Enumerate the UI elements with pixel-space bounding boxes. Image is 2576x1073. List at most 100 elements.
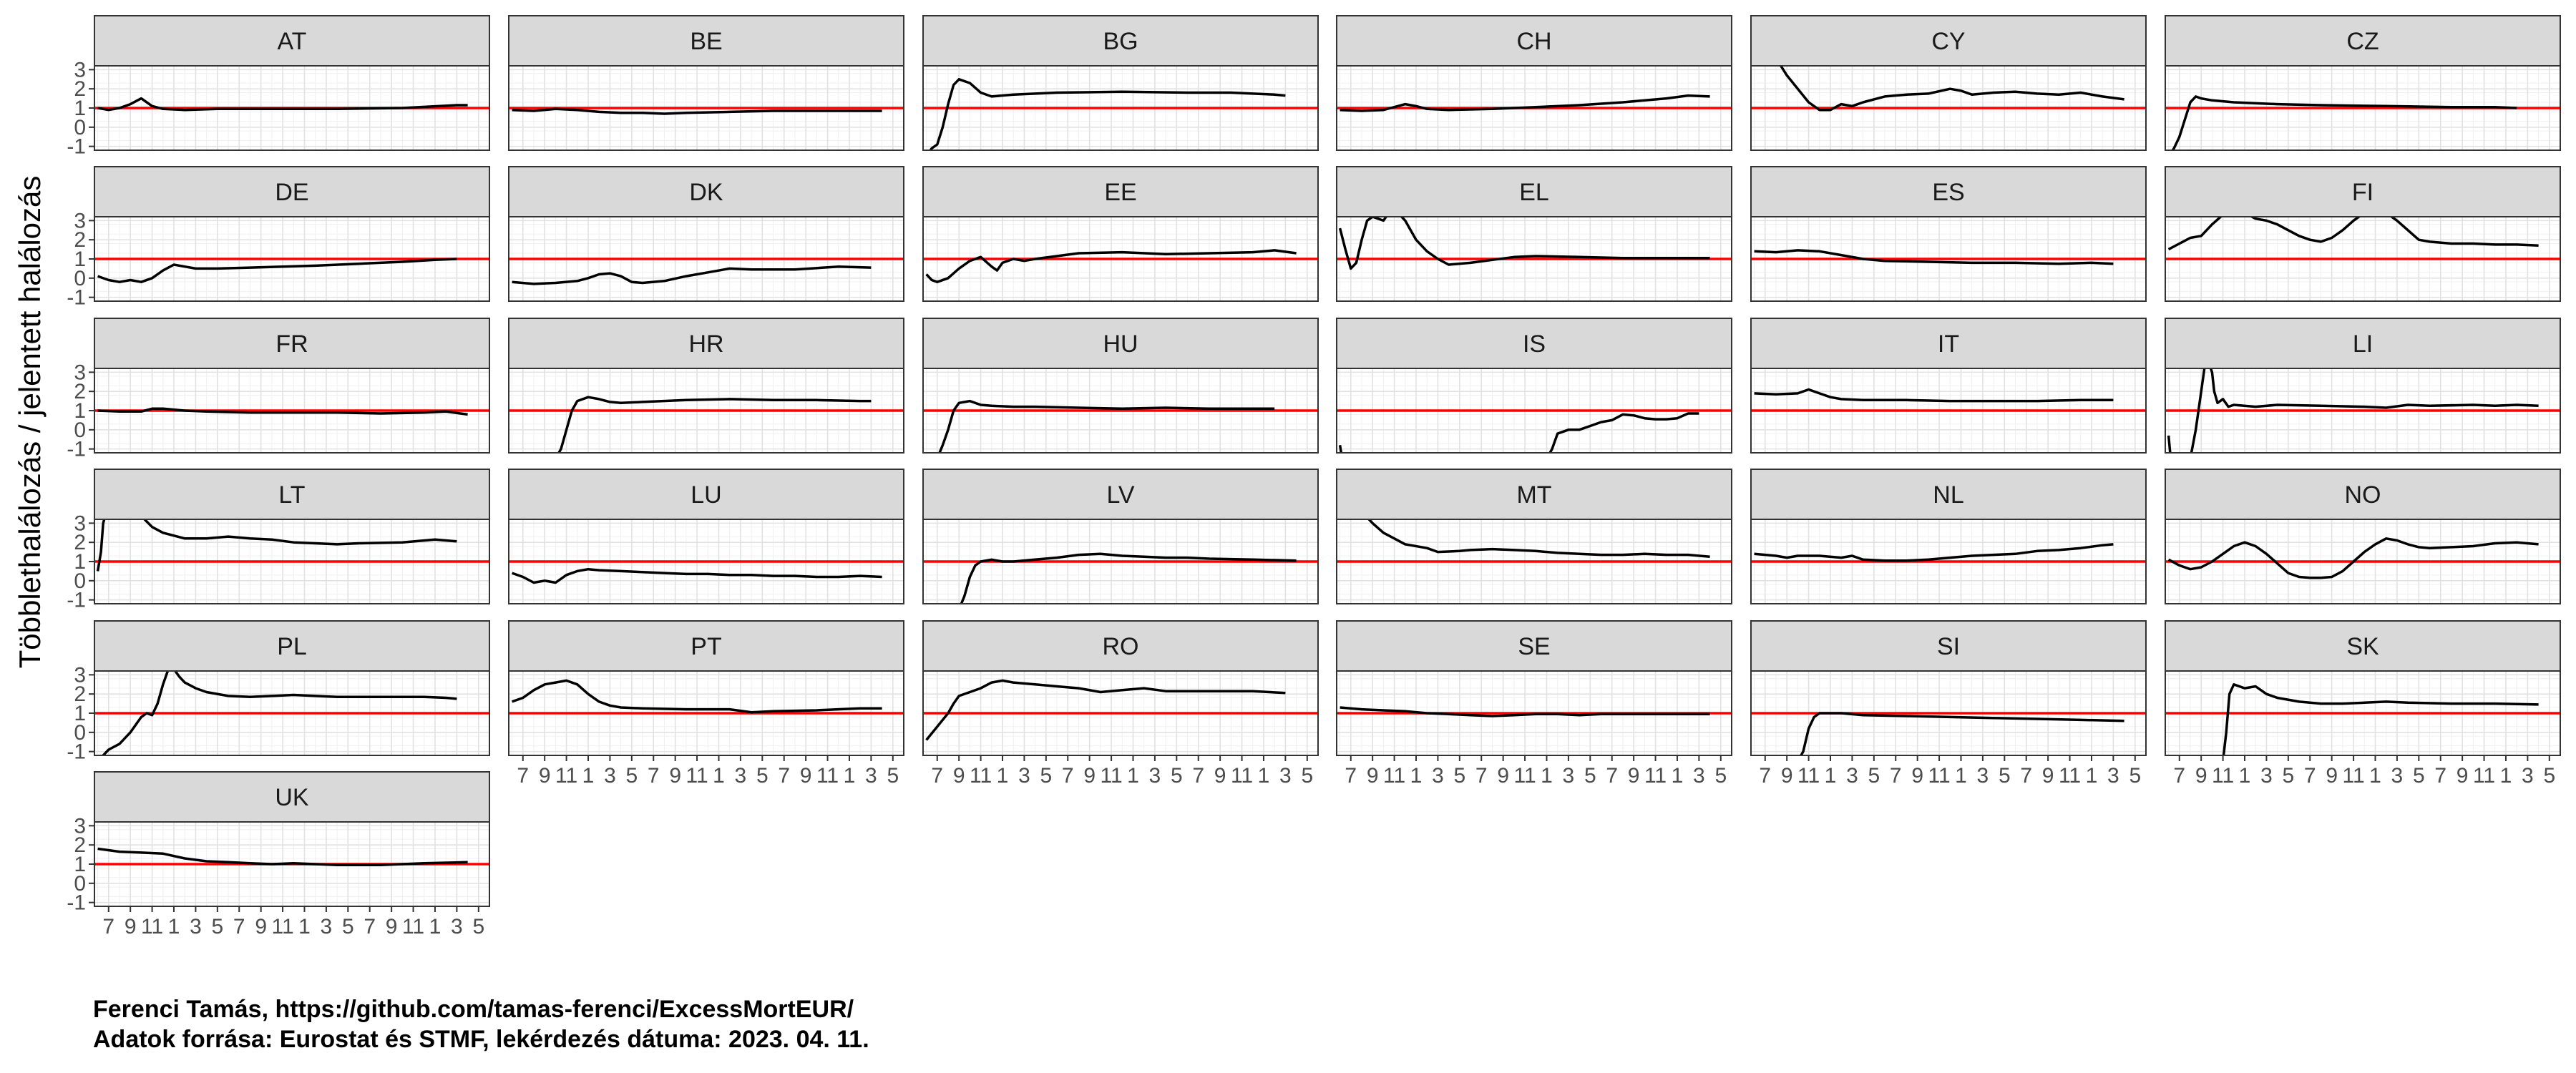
x-tick-label: 5 xyxy=(472,915,484,939)
x-tick-label: 1 xyxy=(298,915,311,939)
x-tick-label: 11 xyxy=(2059,764,2081,788)
panel-strip xyxy=(2165,318,2561,369)
series-line-ro xyxy=(925,679,1286,741)
panel-label: DK xyxy=(689,179,723,206)
x-tick-label: 3 xyxy=(1279,764,1292,788)
panel-border xyxy=(1750,65,2147,151)
panel-border xyxy=(2165,670,2561,756)
panel-label: PL xyxy=(277,633,307,660)
series-line-lu xyxy=(512,567,882,584)
panel-li: LI xyxy=(2165,318,2561,454)
panel-border xyxy=(1336,519,1732,604)
x-tick-label: 7 xyxy=(778,764,790,788)
panel-lu: LU xyxy=(508,469,904,604)
panel-border xyxy=(1336,368,1732,454)
panel-label: LU xyxy=(691,481,721,509)
x-tick-label: 9 xyxy=(1214,764,1226,788)
x-tick-label: 9 xyxy=(386,915,398,939)
caption-author: Ferenci Tamás, https://github.com/tamas-… xyxy=(93,996,854,1023)
x-tick-label: 5 xyxy=(2413,764,2425,788)
panel-ee: EE xyxy=(922,166,1319,302)
panel-border xyxy=(1336,65,1732,151)
panel-label: EL xyxy=(1519,179,1549,206)
x-tick-label: 11 xyxy=(1383,764,1405,788)
panel-border xyxy=(508,65,904,151)
y-tick-label: 1 xyxy=(74,702,86,725)
series-line-dk xyxy=(512,265,872,285)
x-tick-label: 1 xyxy=(1672,764,1684,788)
x-tick-label: 5 xyxy=(1714,764,1727,788)
panel-bg: BG xyxy=(922,15,1319,151)
x-tick-label: 9 xyxy=(255,915,267,939)
panel-border xyxy=(508,670,904,756)
series-line-no xyxy=(2167,537,2539,579)
x-tick-label: 3 xyxy=(865,764,877,788)
panel-border xyxy=(1750,670,2147,756)
x-tick-label: 11 xyxy=(1797,764,1820,788)
panel-label: PT xyxy=(691,633,721,660)
x-tick-label: 11 xyxy=(1644,764,1667,788)
x-tick-label: 1 xyxy=(844,764,856,788)
x-tick-label: 1 xyxy=(1825,764,1837,788)
panel-strip xyxy=(922,166,1319,217)
x-tick-label: 9 xyxy=(2195,764,2207,788)
x-tick-label: 7 xyxy=(1890,764,1902,788)
panel-be: BE xyxy=(508,15,904,151)
x-tick-label: 1 xyxy=(713,764,725,788)
panel-label: IT xyxy=(1938,330,1959,358)
series-line-hr xyxy=(557,396,872,453)
y-tick-label: -1 xyxy=(67,135,86,159)
y-tick-label: 2 xyxy=(74,380,86,403)
y-tick-label: 1 xyxy=(74,399,86,423)
y-tick-label: -1 xyxy=(67,740,86,764)
x-tick-label: 9 xyxy=(669,764,681,788)
x-tick-label: 7 xyxy=(517,764,529,788)
panel-cy: CY xyxy=(1750,15,2147,151)
series-line-mt xyxy=(1367,519,1710,559)
y-tick-label: 3 xyxy=(74,663,86,687)
series-line-cz xyxy=(2171,95,2517,150)
x-tick-label: 3 xyxy=(1149,764,1161,788)
y-tick-label: -1 xyxy=(67,891,86,915)
x-tick-label: 7 xyxy=(2173,764,2185,788)
x-tick-label: 7 xyxy=(102,915,114,939)
x-tick-label: 11 xyxy=(1513,764,1536,788)
panel-border xyxy=(508,368,904,454)
x-tick-label: 5 xyxy=(2282,764,2294,788)
panel-strip xyxy=(508,15,904,67)
y-tick-label: 0 xyxy=(74,116,86,139)
panel-border xyxy=(922,216,1319,302)
panel-strip xyxy=(1336,469,1732,520)
panel-strip xyxy=(1750,166,2147,217)
panel-label: SE xyxy=(1518,633,1550,660)
panel-border xyxy=(508,216,904,302)
x-tick-label: 1 xyxy=(1258,764,1270,788)
panel-border xyxy=(1336,216,1732,302)
panel-label: BG xyxy=(1103,28,1138,55)
x-tick-label: 9 xyxy=(1367,764,1379,788)
x-tick-label: 9 xyxy=(125,915,137,939)
panel-label: IS xyxy=(1523,330,1546,358)
panel-strip xyxy=(922,620,1319,672)
y-tick-label: 2 xyxy=(74,77,86,101)
panel-border xyxy=(922,65,1319,151)
series-line-fr xyxy=(97,407,468,416)
x-tick-label: 11 xyxy=(2212,764,2234,788)
panel-border xyxy=(1750,216,2147,302)
x-tick-label: 5 xyxy=(2129,764,2141,788)
series-line-at xyxy=(97,97,468,112)
panel-border xyxy=(2165,368,2561,454)
series-line-el xyxy=(1338,217,1710,270)
panel-label: AT xyxy=(278,28,307,55)
x-tick-label: 3 xyxy=(1432,764,1444,788)
panel-pt: PT7 9 11 1 3 5 7 9 11 1 3 5 7 9 11 1 3 5 xyxy=(508,620,904,788)
panel-border xyxy=(922,670,1319,756)
y-tick-label: 0 xyxy=(74,267,86,290)
panel-label: UK xyxy=(275,784,309,811)
x-tick-label: 11 xyxy=(816,764,839,788)
x-tick-label: 1 xyxy=(582,764,595,788)
panel-strip xyxy=(94,15,490,67)
